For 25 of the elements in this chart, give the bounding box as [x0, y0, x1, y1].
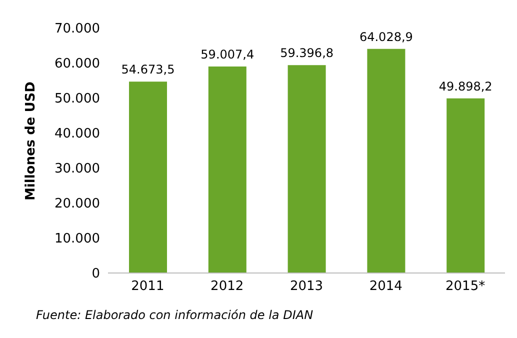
data-label: 49.898,2 — [438, 79, 492, 94]
bar — [129, 82, 167, 273]
x-tick-label: 2013 — [290, 279, 324, 294]
y-tick-label: 20.000 — [54, 196, 100, 212]
x-tick-label: 2015* — [446, 279, 486, 294]
source-note: Fuente: Elaborado con información de la DIAN — [36, 308, 314, 322]
x-tick-label: 2011 — [131, 279, 164, 294]
bar — [208, 66, 246, 273]
data-label: 54.673,5 — [121, 62, 175, 77]
x-tick-label: 2012 — [210, 279, 244, 294]
y-tick-label: 50.000 — [54, 92, 100, 107]
y-tick-label: 40.000 — [54, 126, 100, 142]
bar — [446, 98, 485, 273]
y-axis-title: Millones de USD — [24, 81, 39, 200]
data-label: 64.028,9 — [359, 30, 413, 44]
y-tick-label: 0 — [92, 266, 100, 282]
y-tick-label: 10.000 — [54, 232, 100, 247]
y-tick-label: 60.000 — [54, 56, 100, 72]
x-tick-label: 2014 — [369, 279, 402, 294]
bar — [367, 48, 406, 273]
data-label: 59.007,4 — [200, 47, 254, 62]
y-tick-label: 30.000 — [54, 162, 100, 177]
data-label: 59.396,8 — [280, 46, 334, 60]
y-tick-label: 70.000 — [54, 22, 100, 37]
bar — [288, 65, 326, 273]
